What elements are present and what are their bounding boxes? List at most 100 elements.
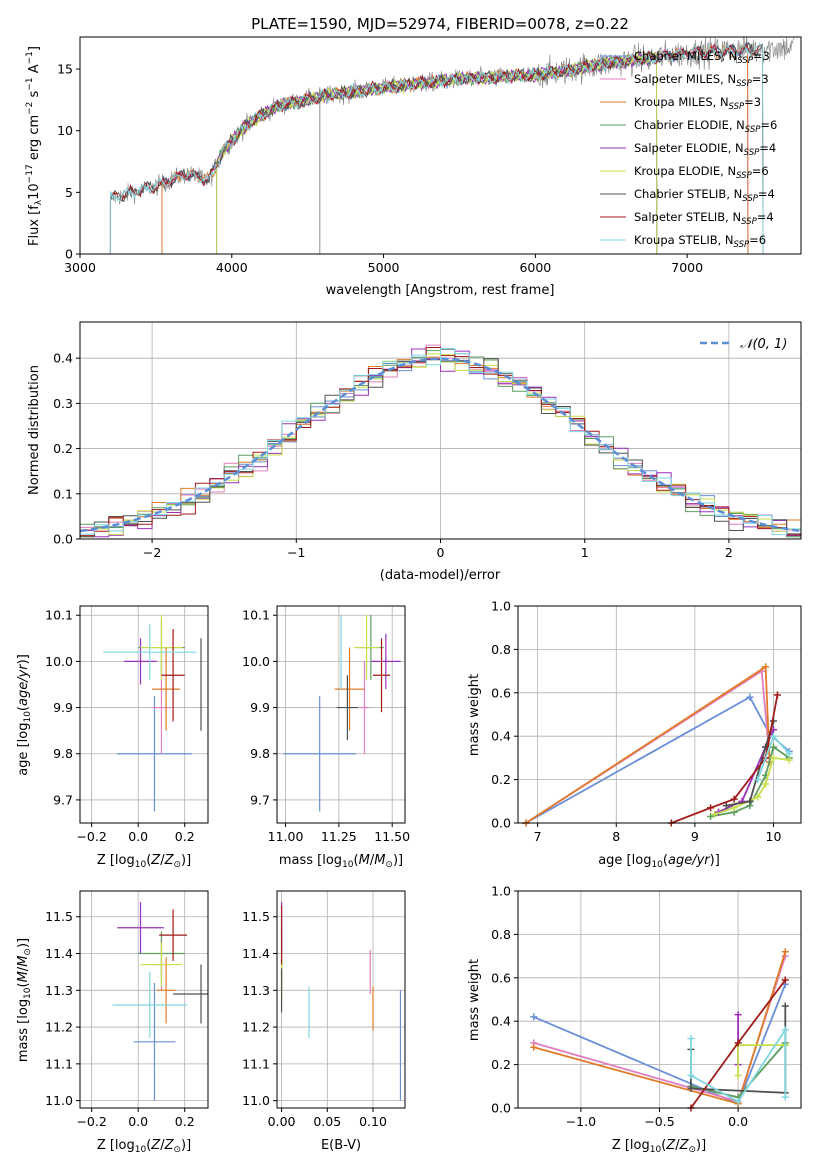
spectrum-title: PLATE=1590, MJD=52974, FIBERID=0078, z=0… xyxy=(251,15,629,33)
x-tick-label: 0.10 xyxy=(359,1114,387,1129)
legend-subscript: SSP xyxy=(729,102,745,112)
x-tick-label: −0.2 xyxy=(76,829,106,844)
x-tick-label: 10 xyxy=(766,829,782,844)
model-spectrum-line xyxy=(109,41,764,254)
legend-subscript: SSP xyxy=(744,148,760,158)
x-tick-label: 11.50 xyxy=(374,829,410,844)
age-vs-z-plot xyxy=(80,606,208,823)
mass-weight-vs-age-panel: 7 8 9 10 0.0 0.2 0.4 0.6 0.8 1.0 age [log10(age/y… xyxy=(467,599,802,870)
y-tick-label: 10.1 xyxy=(242,608,270,623)
legend-label: Kroupa STELIB, NSSP=6 xyxy=(634,233,766,250)
histogram-group xyxy=(80,344,801,538)
y-tick-label: 0.6 xyxy=(491,970,511,985)
y-tick-label: 10 xyxy=(57,123,73,138)
legend-subscript: SSP xyxy=(741,217,757,227)
y-tick-label: 9.7 xyxy=(250,792,270,807)
mass-weight-vs-age-plot xyxy=(518,605,801,827)
y-tick-label: 0.3 xyxy=(53,396,73,411)
legend-value: =3 xyxy=(744,95,761,109)
legend-value: =6 xyxy=(749,233,766,247)
y-tick-label: 5 xyxy=(65,185,73,200)
y-tick-label: 0.0 xyxy=(491,1101,511,1116)
y-tick-label: 11.3 xyxy=(242,983,270,998)
legend-value: =6 xyxy=(752,164,769,178)
x-tick-label: 6000 xyxy=(519,260,551,275)
mass-vs-z-frame xyxy=(79,890,209,1109)
x-tick-label: −1 xyxy=(287,545,305,560)
y-tick-label: 9.9 xyxy=(250,700,270,715)
x-tick-label: 5000 xyxy=(368,260,400,275)
legend-label: Chabrier STELIB, NSSP=4 xyxy=(634,187,775,204)
age-vs-z-ticks: −0.2 0.0 0.2 9.7 9.8 9.9 10.0 10.1 xyxy=(45,608,195,844)
residuals-plot xyxy=(80,322,801,540)
legend-value: =3 xyxy=(752,72,769,86)
mass-weight-vs-age-ylabel: mass weight xyxy=(467,674,482,756)
mass-weight-vs-z-plot xyxy=(518,890,801,1112)
mass-vs-z-ylabel: mass [log10(M/M⊙)] xyxy=(16,938,33,1062)
spectrum-frame xyxy=(79,36,802,255)
legend-label: Salpeter ELODIE, NSSP=4 xyxy=(634,141,776,158)
x-tick-label: −0.5 xyxy=(644,1114,674,1129)
mass-vs-z-plot xyxy=(80,891,208,1108)
mass-weight-vs-age-xlabel: age [log10(age/yr)] xyxy=(598,853,720,870)
y-tick-label: 0.2 xyxy=(53,441,73,456)
spectrum-plot xyxy=(109,37,794,254)
age-vs-mass-frame xyxy=(276,605,406,824)
y-tick-label: 11.2 xyxy=(242,1020,270,1035)
x-tick-label: 8 xyxy=(612,829,620,844)
legend-value: =4 xyxy=(757,210,774,224)
y-tick-label: 1.0 xyxy=(491,884,511,899)
legend-subscript: SSP xyxy=(745,125,761,135)
y-tick-label: 11.4 xyxy=(242,946,270,961)
legend-label: Chabrier ELODIE, NSSP=6 xyxy=(634,118,777,135)
legend-label: Chabrier MILES, NSSP=3 xyxy=(634,49,770,66)
mass-vs-ebv-ticks: 0.00 0.05 0.10 11.0 11.1 11.2 11.3 11.4 11.5 xyxy=(242,909,387,1129)
mass-vs-ebv-xlabel: E(B-V) xyxy=(321,1138,361,1153)
y-tick-label: 11.2 xyxy=(45,1020,73,1035)
y-tick-label: 0.0 xyxy=(53,532,73,547)
age-vs-mass-plot xyxy=(277,606,405,823)
y-tick-label: 11.1 xyxy=(45,1056,73,1071)
spectrum-ylabel: Flux [fλ10−17 erg cm−2 s−1 A−1] xyxy=(25,46,44,246)
spectrum-ticks: 3000 4000 5000 6000 7000 0 5 10 15 xyxy=(57,62,703,275)
mass-weight-vs-age-ticks: 7 8 9 10 0.0 0.2 0.4 0.6 0.8 1.0 xyxy=(491,599,781,845)
y-tick-label: 0.8 xyxy=(491,642,511,657)
y-tick-label: 10.1 xyxy=(45,608,73,623)
y-tick-label: 15 xyxy=(57,62,73,77)
mass-vs-ebv-frame xyxy=(276,890,406,1109)
gaussian-curve xyxy=(80,357,801,533)
legend-label: Kroupa MILES, NSSP=3 xyxy=(634,95,761,112)
gaussian-legend-label: 𝒩(0, 1) xyxy=(740,337,787,352)
spectrum-panel: PLATE=1590, MJD=52974, FIBERID=0078, z=0… xyxy=(25,15,802,298)
model-spectrum-line xyxy=(109,41,764,254)
y-tick-label: 0.4 xyxy=(491,1014,511,1029)
legend-value: =6 xyxy=(760,118,777,132)
mass-vs-ebv-panel: 0.00 0.05 0.10 11.0 11.1 11.2 11.3 11.4 11.5 E(B… xyxy=(242,890,406,1153)
y-tick-label: 0.1 xyxy=(53,486,73,501)
residual-histogram xyxy=(80,348,801,536)
legend-subscript: SSP xyxy=(742,194,758,204)
mass-vs-z-xlabel: Z [log10(Z/Z⊙)] xyxy=(97,1138,191,1155)
errorbar-group xyxy=(283,615,401,812)
y-tick-label: 0.0 xyxy=(491,816,511,831)
y-tick-label: 9.8 xyxy=(53,746,73,761)
y-tick-label: 9.8 xyxy=(250,746,270,761)
age-vs-z-panel: −0.2 0.0 0.2 9.7 9.8 9.9 10.0 10.1 Z [log10(Z/Z… xyxy=(16,605,209,870)
age-vs-z-ylabel: age [log10(age/yr)] xyxy=(16,654,33,776)
age-vs-z-frame xyxy=(79,605,209,824)
age-vs-mass-xlabel: mass [log10(M/M⊙)] xyxy=(279,853,403,870)
legend-label: Salpeter MILES, NSSP=3 xyxy=(634,72,769,89)
y-tick-label: 0.6 xyxy=(491,685,511,700)
x-tick-label: −0.2 xyxy=(76,1114,106,1129)
y-tick-label: 10.0 xyxy=(242,654,270,669)
age-vs-z-xlabel: Z [log10(Z/Z⊙)] xyxy=(97,853,191,870)
mass-weight-vs-z-xlabel: Z [log10(Z/Z⊙)] xyxy=(612,1138,706,1155)
x-tick-label: −1.0 xyxy=(566,1114,596,1129)
y-tick-label: 10.0 xyxy=(45,654,73,669)
legend-label: Kroupa ELODIE, NSSP=6 xyxy=(634,164,769,181)
y-tick-label: 0.4 xyxy=(491,729,511,744)
y-tick-label: 11.5 xyxy=(242,909,270,924)
y-tick-label: 1.0 xyxy=(491,599,511,614)
residuals-legend: 𝒩(0, 1) xyxy=(700,337,787,352)
x-tick-label: 0.05 xyxy=(313,1114,341,1129)
